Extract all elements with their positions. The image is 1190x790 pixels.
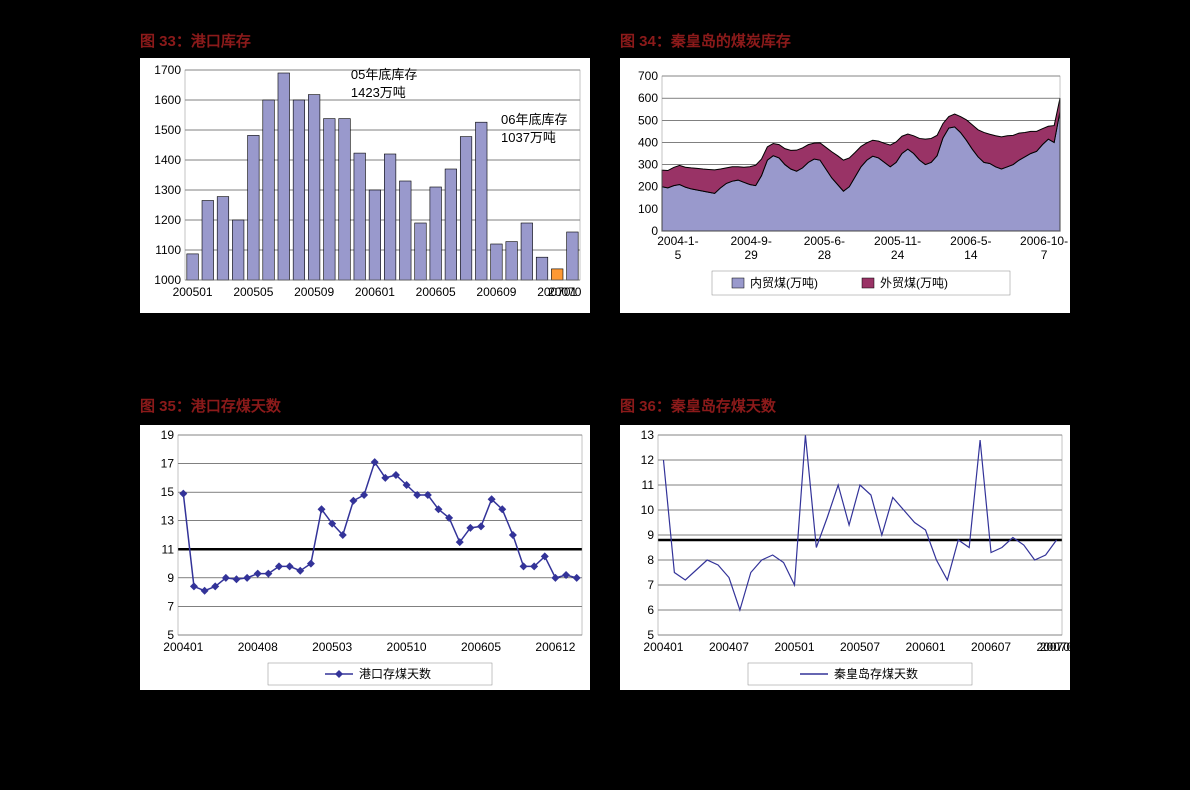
svg-text:秦皇岛存煤天数: 秦皇岛存煤天数 — [834, 666, 918, 681]
chart34-title: 图 34：秦皇岛的煤炭库存 — [620, 30, 791, 51]
svg-text:200503: 200503 — [312, 640, 352, 654]
svg-text:1423万吨: 1423万吨 — [351, 85, 406, 100]
svg-text:2005-11-: 2005-11- — [874, 234, 921, 248]
chart33-title: 图 33：港口库存 — [140, 30, 251, 51]
svg-text:13: 13 — [161, 514, 175, 528]
svg-text:11: 11 — [162, 542, 175, 556]
svg-text:2004-9-: 2004-9- — [730, 234, 771, 248]
svg-text:9: 9 — [167, 571, 174, 585]
chart34-box: 01002003004005006007002004-1-52004-9-292… — [620, 58, 1070, 313]
svg-text:20070: 20070 — [548, 285, 582, 299]
svg-text:17: 17 — [161, 457, 175, 471]
svg-text:1700: 1700 — [154, 63, 181, 77]
svg-text:1400: 1400 — [154, 153, 181, 167]
svg-text:13: 13 — [641, 428, 655, 442]
svg-text:12: 12 — [641, 453, 655, 467]
svg-text:200509: 200509 — [294, 285, 334, 299]
svg-text:15: 15 — [161, 485, 175, 499]
svg-text:700: 700 — [638, 69, 658, 83]
svg-text:1037万吨: 1037万吨 — [501, 130, 556, 145]
svg-text:200605: 200605 — [461, 640, 501, 654]
svg-text:7: 7 — [1041, 248, 1048, 262]
svg-text:200: 200 — [638, 180, 658, 194]
svg-text:200510: 200510 — [387, 640, 427, 654]
svg-text:200601: 200601 — [905, 640, 945, 654]
svg-text:14: 14 — [964, 248, 978, 262]
svg-text:内贸煤(万吨): 内贸煤(万吨) — [750, 276, 818, 290]
svg-text:9: 9 — [647, 528, 654, 542]
svg-text:1200: 1200 — [154, 213, 181, 227]
svg-text:200601: 200601 — [355, 285, 395, 299]
svg-text:2006-10-: 2006-10- — [1020, 234, 1068, 248]
svg-text:06年底库存: 06年底库存 — [501, 112, 567, 127]
svg-text:500: 500 — [638, 113, 658, 127]
svg-text:8: 8 — [647, 553, 654, 567]
svg-text:200408: 200408 — [238, 640, 278, 654]
svg-text:10: 10 — [641, 503, 655, 517]
svg-text:200507: 200507 — [840, 640, 880, 654]
svg-text:2004-1-: 2004-1- — [657, 234, 698, 248]
svg-text:6: 6 — [647, 603, 654, 617]
svg-text:200505: 200505 — [233, 285, 273, 299]
svg-text:2005-6-: 2005-6- — [804, 234, 845, 248]
svg-text:200401: 200401 — [643, 640, 683, 654]
svg-text:200501: 200501 — [774, 640, 814, 654]
svg-text:400: 400 — [638, 135, 658, 149]
svg-text:20070: 20070 — [1040, 640, 1070, 654]
svg-text:1300: 1300 — [154, 183, 181, 197]
svg-text:05年底库存: 05年底库存 — [351, 67, 417, 82]
svg-text:600: 600 — [638, 91, 658, 105]
svg-text:200609: 200609 — [476, 285, 516, 299]
svg-text:1100: 1100 — [155, 243, 181, 257]
svg-text:200605: 200605 — [416, 285, 456, 299]
svg-text:29: 29 — [744, 248, 758, 262]
svg-text:200407: 200407 — [709, 640, 749, 654]
chart36-box: 5678910111213200401200407200501200507200… — [620, 425, 1070, 690]
svg-text:200607: 200607 — [971, 640, 1011, 654]
svg-text:11: 11 — [642, 478, 655, 492]
svg-text:7: 7 — [167, 599, 174, 613]
chart35-title: 图 35：港口存煤天数 — [140, 395, 281, 416]
svg-text:5: 5 — [675, 248, 682, 262]
svg-text:200401: 200401 — [163, 640, 203, 654]
svg-text:28: 28 — [818, 248, 832, 262]
svg-text:1600: 1600 — [154, 93, 181, 107]
svg-text:19: 19 — [161, 428, 175, 442]
svg-text:200612: 200612 — [535, 640, 575, 654]
svg-text:7: 7 — [647, 578, 654, 592]
svg-text:外贸煤(万吨): 外贸煤(万吨) — [880, 276, 948, 290]
svg-text:200501: 200501 — [173, 285, 213, 299]
svg-text:24: 24 — [891, 248, 905, 262]
chart36-title: 图 36：秦皇岛存煤天数 — [620, 395, 776, 416]
chart33-box: 1000110012001300140015001600170020050120… — [140, 58, 590, 313]
svg-text:300: 300 — [638, 158, 658, 172]
svg-text:2006-5-: 2006-5- — [950, 234, 991, 248]
svg-text:港口存煤天数: 港口存煤天数 — [359, 666, 431, 681]
chart35-box: 5791113151719200401200408200503200510200… — [140, 425, 590, 690]
svg-text:1500: 1500 — [154, 123, 181, 137]
svg-text:100: 100 — [638, 202, 658, 216]
